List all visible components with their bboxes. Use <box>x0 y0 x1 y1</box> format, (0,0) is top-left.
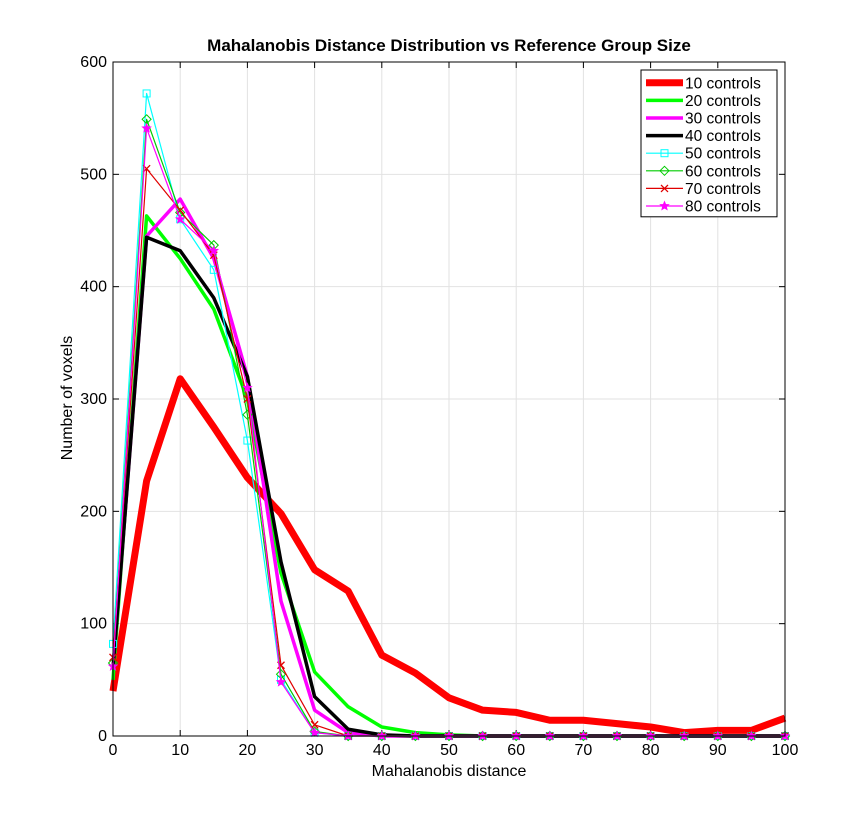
chart-title: Mahalanobis Distance Distribution vs Ref… <box>207 36 691 55</box>
legend-entry-10-controls: 10 controls <box>646 75 761 92</box>
series-line-10-controls <box>109 375 787 737</box>
data-point <box>208 245 220 256</box>
x-tick-label: 60 <box>507 742 525 759</box>
y-tick-label: 0 <box>98 728 107 745</box>
plot-border <box>112 61 786 737</box>
x-tick-label: 50 <box>440 742 458 759</box>
legend-label: 80 controls <box>685 199 761 216</box>
x-tick-label: 0 <box>109 742 118 759</box>
data-point <box>310 720 319 729</box>
legend-marker <box>659 200 670 211</box>
legend-marker <box>660 149 669 158</box>
series-10-controls <box>109 375 787 737</box>
legend-entry-70-controls: 70 controls <box>646 181 761 198</box>
legend-label: 30 controls <box>685 111 761 128</box>
data-point <box>174 213 186 224</box>
legend-entry-50-controls: 50 controls <box>646 146 761 163</box>
x-tick-label: 100 <box>772 742 799 759</box>
legend-entry-20-controls: 20 controls <box>646 93 761 110</box>
data-point <box>142 89 151 98</box>
x-tick-label: 40 <box>373 742 391 759</box>
x-axis-label: Mahalanobis distance <box>372 763 527 780</box>
legend-label: 40 controls <box>685 128 761 145</box>
data-point <box>141 122 152 133</box>
x-tick-label: 90 <box>709 742 727 759</box>
legend-entry-30-controls: 30 controls <box>646 111 761 128</box>
legend-label: 20 controls <box>685 93 761 110</box>
y-tick-label: 400 <box>80 279 107 296</box>
x-tick-label: 80 <box>642 742 660 759</box>
data-point <box>243 395 252 403</box>
x-tick-label: 30 <box>306 742 324 759</box>
tick-labels: 0 10 20 30 40 50 60 70 80 90 100 0 100 200 300 400 500 60… <box>80 54 798 759</box>
x-tick-label: 20 <box>239 742 257 759</box>
data-point <box>309 727 320 738</box>
y-tick-label: 100 <box>80 616 107 633</box>
legend-label: 70 controls <box>685 181 761 198</box>
y-tick-label: 200 <box>80 503 107 520</box>
x-tick-label: 70 <box>575 742 593 759</box>
x-tick-label: 10 <box>171 742 189 759</box>
data-point <box>242 382 253 393</box>
data-point <box>275 676 287 687</box>
legend-entry-60-controls: 60 controls <box>646 163 761 180</box>
y-axis-label: Number of voxels <box>59 336 76 461</box>
legend-entry-40-controls: 40 controls <box>646 128 761 145</box>
legend-label: 10 controls <box>685 75 761 92</box>
legend-box <box>640 69 778 218</box>
y-tick-label: 500 <box>80 166 107 183</box>
legend-marker <box>659 165 670 177</box>
y-tick-label: 600 <box>80 54 107 71</box>
y-tick-label: 300 <box>80 391 107 408</box>
legend-entry-80-controls: 80 controls <box>646 199 761 216</box>
legend-marker <box>660 184 669 193</box>
legend-label: 50 controls <box>685 146 761 163</box>
legend-label: 60 controls <box>685 163 761 180</box>
